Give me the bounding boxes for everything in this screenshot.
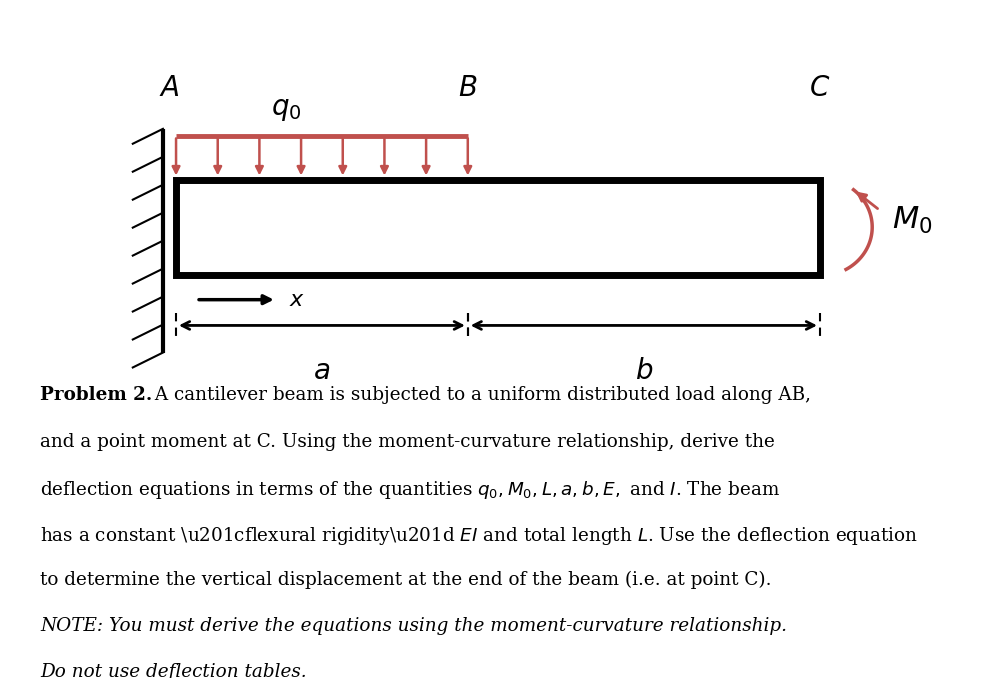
Text: $b$: $b$ bbox=[635, 358, 653, 385]
Text: $M_0$: $M_0$ bbox=[892, 205, 933, 236]
Text: $x$: $x$ bbox=[289, 289, 305, 311]
Text: Problem 2.: Problem 2. bbox=[40, 386, 153, 405]
Text: Do not use deflection tables.: Do not use deflection tables. bbox=[40, 663, 307, 678]
Text: has a constant \u201cflexural rigidity\u201d $EI$ and total length $L$. Use the : has a constant \u201cflexural rigidity\u… bbox=[40, 525, 918, 546]
Text: $C$: $C$ bbox=[809, 75, 831, 102]
Text: A cantilever beam is subjected to a uniform distributed load along AB,: A cantilever beam is subjected to a unif… bbox=[149, 386, 811, 405]
Text: $A$: $A$ bbox=[159, 75, 179, 102]
Text: deflection equations in terms of the quantities $q_0, M_0, L, a, b, E,$ and $I$.: deflection equations in terms of the qua… bbox=[40, 479, 781, 500]
Text: $q_0$: $q_0$ bbox=[272, 96, 302, 123]
Text: NOTE: You must derive the equations using the moment-curvature relationship.: NOTE: You must derive the equations usin… bbox=[40, 617, 788, 635]
Text: and a point moment at C. Using the moment-curvature relationship, derive the: and a point moment at C. Using the momen… bbox=[40, 433, 775, 451]
Text: $B$: $B$ bbox=[458, 75, 478, 102]
Text: to determine the vertical displacement at the end of the beam (i.e. at point C).: to determine the vertical displacement a… bbox=[40, 571, 772, 589]
Polygon shape bbox=[176, 180, 820, 275]
Text: $a$: $a$ bbox=[313, 358, 331, 385]
